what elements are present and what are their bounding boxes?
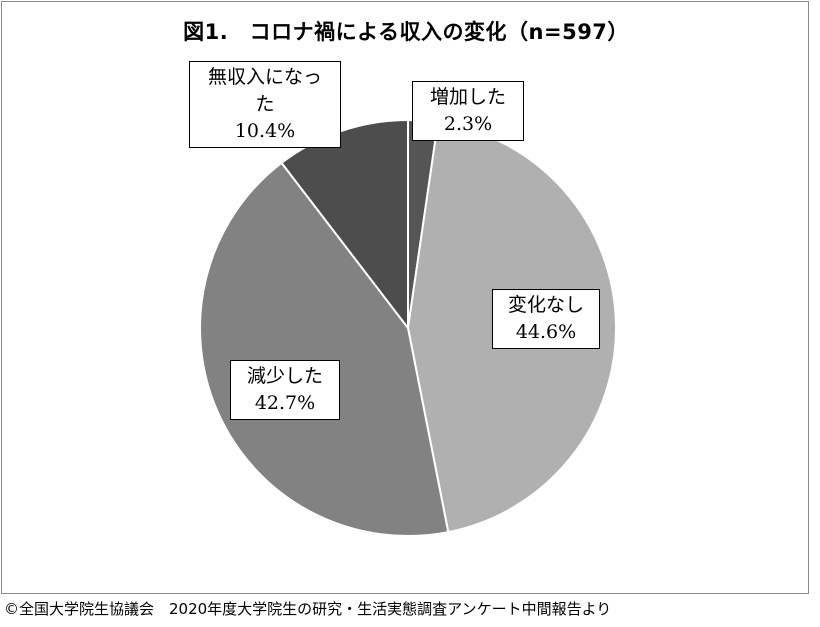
label-increase: 増加した 2.3%	[412, 81, 524, 141]
label-decrease-value: 42.7%	[254, 392, 316, 414]
chart-frame: 図1. コロナ禍による収入の変化（n=597） 増加した 2.3% 変化なし 4…	[1, 1, 809, 594]
pie-slice-2	[199, 161, 450, 537]
label-noincome-value: 10.4%	[234, 120, 296, 142]
label-increase-name: 増加した	[429, 86, 506, 108]
pie-slice-3	[280, 118, 409, 331]
pie-chart	[199, 118, 617, 537]
label-noincome-name2: た	[255, 93, 275, 115]
label-decrease: 減少した 42.7%	[230, 360, 340, 420]
label-noincome-name: 無収入になっ	[207, 66, 322, 88]
label-noincome: 無収入になっ た 10.4%	[189, 61, 341, 148]
chart-title: 図1. コロナ禍による収入の変化（n=597）	[183, 20, 629, 44]
label-nochange-value: 44.6%	[515, 321, 577, 343]
label-increase-value: 2.3%	[443, 113, 493, 135]
source-note: ©全国大学院生協議会 2020年度大学院生の研究・生活実態調査アンケート中間報告…	[4, 600, 612, 618]
label-decrease-name: 減少した	[246, 365, 323, 387]
label-nochange-name: 変化なし	[507, 294, 584, 316]
label-nochange: 変化なし 44.6%	[492, 289, 600, 349]
